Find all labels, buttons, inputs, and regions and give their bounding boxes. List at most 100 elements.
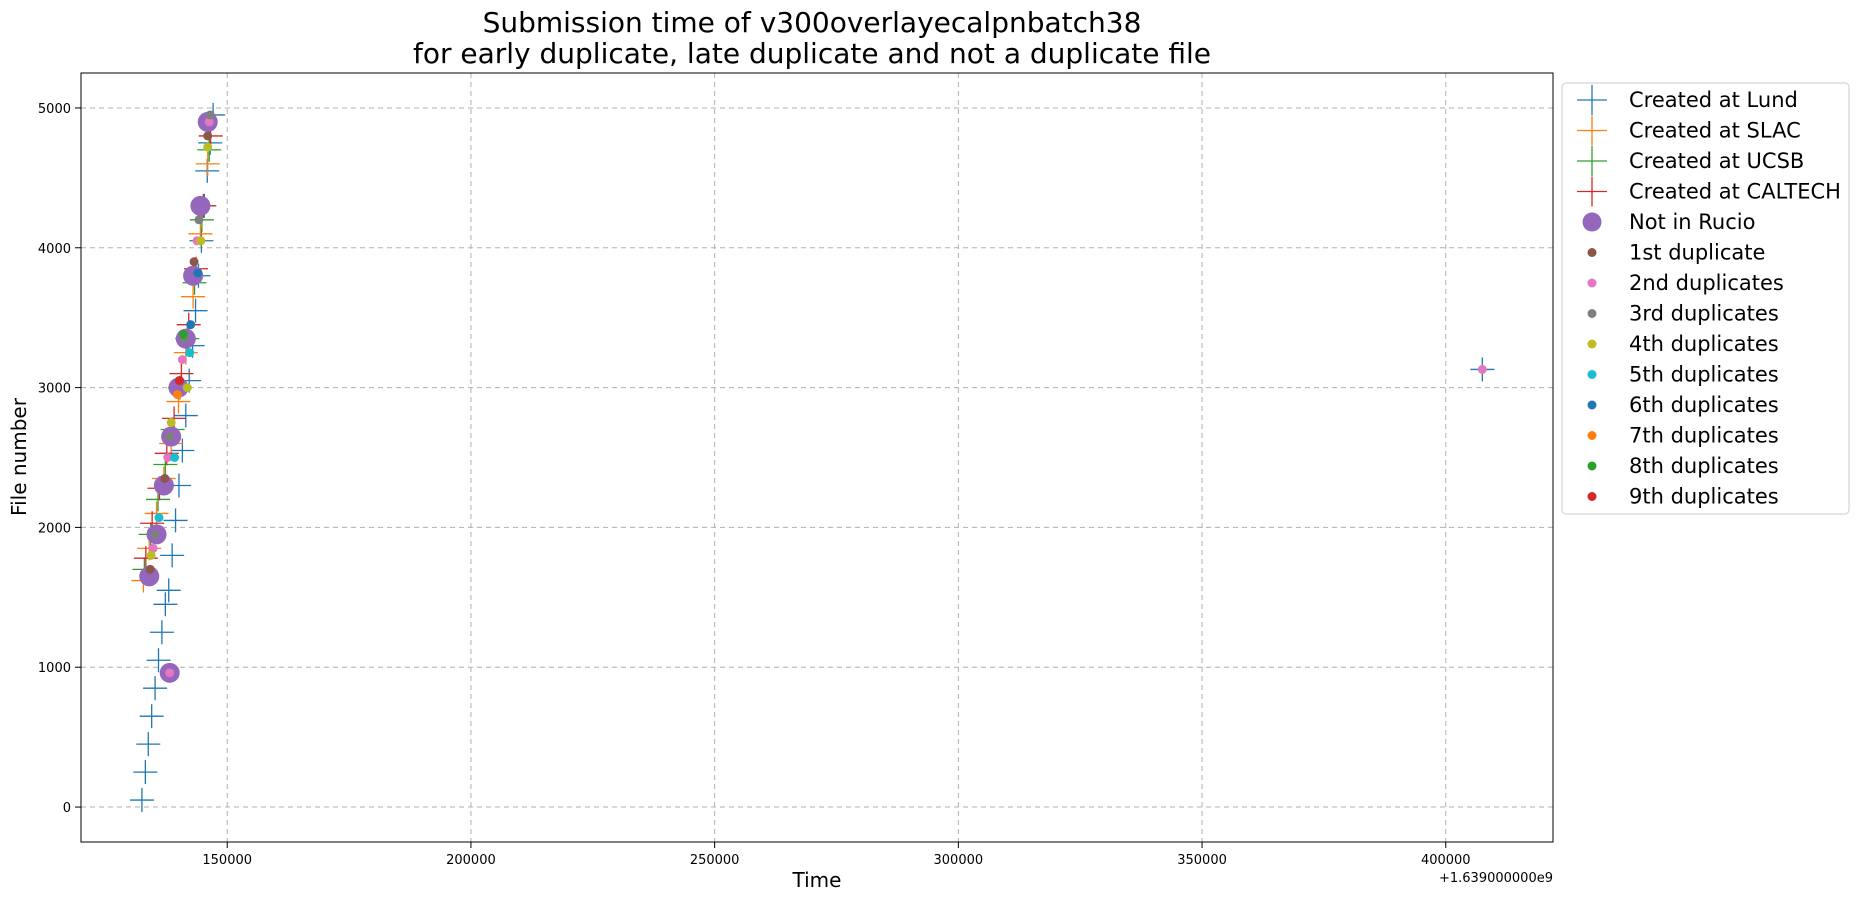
legend-entry: 2nd duplicates	[1587, 271, 1784, 295]
data-point	[162, 406, 187, 431]
chart-title: Submission time of v300overlayecalpnbatc…	[413, 6, 1211, 70]
data-point	[203, 142, 213, 152]
data-point	[160, 473, 170, 483]
y-tick-label: 4000	[38, 242, 71, 257]
data-point	[193, 268, 203, 278]
series-11	[186, 268, 203, 330]
data-point	[194, 215, 204, 225]
data-point	[185, 348, 195, 358]
x-axis-label: Time	[792, 868, 842, 892]
plot-frame	[80, 72, 1554, 843]
series-1	[129, 102, 1495, 813]
y-tick-label: 2000	[38, 521, 71, 536]
legend-entry: 7th duplicates	[1587, 424, 1779, 448]
x-tick-label: 250000	[690, 853, 740, 868]
y-tick-label: 3000	[38, 382, 71, 397]
data-point	[160, 543, 185, 568]
legend-marker	[1587, 370, 1597, 379]
series-10	[154, 348, 195, 523]
x-tick-label: 200000	[446, 853, 496, 868]
title-line-2: for early duplicate, late duplicate and …	[413, 37, 1211, 70]
legend-label: 6th duplicates	[1629, 393, 1779, 417]
data-point	[183, 298, 208, 323]
legend-entry: Created at CALTECH	[1577, 176, 1841, 207]
legend-label: 5th duplicates	[1629, 363, 1779, 387]
data-point	[177, 355, 187, 365]
data-point	[153, 592, 178, 617]
data-point	[204, 117, 214, 127]
x-tick-label: 350000	[1177, 853, 1227, 868]
legend-marker	[1587, 400, 1597, 410]
y-tick-label: 0	[63, 801, 71, 816]
data-point	[129, 788, 154, 813]
data-point	[143, 676, 168, 701]
legend-marker	[1577, 146, 1607, 176]
x-tick-label: 400000	[1421, 853, 1471, 868]
legend-label: 7th duplicates	[1629, 424, 1779, 448]
data-point	[165, 668, 175, 678]
data-point	[173, 390, 183, 400]
data-point	[136, 732, 161, 757]
legend-entry: Created at UCSB	[1577, 146, 1804, 176]
legend-entry: 3rd duplicates	[1587, 302, 1779, 326]
x-tick-label: 300000	[934, 853, 984, 868]
data-point	[146, 550, 156, 560]
legend-marker	[1587, 461, 1597, 471]
data-point	[163, 508, 188, 533]
series-4	[133, 123, 223, 571]
legend-marker	[1587, 309, 1597, 318]
data-point	[163, 453, 173, 462]
legend-marker	[1587, 431, 1597, 440]
data-point	[170, 453, 180, 462]
legend-label: Created at CALTECH	[1629, 180, 1841, 204]
legend-marker	[1577, 115, 1607, 146]
data-point	[195, 151, 220, 176]
data-point	[166, 418, 176, 428]
series-7	[148, 117, 1487, 678]
legend-entry: 5th duplicates	[1587, 363, 1779, 387]
legend-marker	[1577, 85, 1607, 115]
data-point	[203, 131, 213, 141]
legend-label: 4th duplicates	[1629, 332, 1779, 356]
legend-entry: 4th duplicates	[1587, 332, 1779, 356]
axis-ticks: 150000 200000 250000 300000 350000 400000 0 100…	[38, 102, 1471, 868]
data-point	[144, 501, 169, 526]
data-point	[205, 110, 215, 120]
data-point	[186, 320, 196, 330]
legend-label: 1st duplicate	[1629, 241, 1765, 265]
data-point	[174, 376, 184, 386]
series-14	[174, 376, 184, 386]
legend-marker	[1582, 212, 1602, 232]
data-point	[165, 432, 175, 442]
legend-label: 8th duplicates	[1629, 454, 1779, 478]
series-2	[131, 151, 220, 593]
data-point	[154, 513, 164, 523]
data-point	[173, 403, 198, 428]
data-point	[145, 564, 155, 574]
legend-label: Created at Lund	[1629, 88, 1798, 112]
legend-entry: Not in Rucio	[1582, 210, 1755, 234]
legend-frame	[1561, 82, 1850, 515]
legend-marker	[1587, 339, 1597, 349]
legend-entry: 6th duplicates	[1587, 393, 1779, 417]
data-point	[156, 578, 181, 603]
data-point	[150, 529, 160, 539]
legend-entry: 9th duplicates	[1587, 485, 1779, 509]
series-9	[146, 142, 213, 560]
series-13	[178, 329, 188, 339]
legend-label: Created at SLAC	[1629, 119, 1801, 143]
title-line-1: Submission time of v300overlayecalpnbatc…	[483, 6, 1142, 39]
legend-marker	[1577, 176, 1607, 207]
legend-label: 9th duplicates	[1629, 485, 1779, 509]
series-12	[173, 390, 183, 400]
legend-entry: 1st duplicate	[1587, 241, 1765, 265]
legend-marker	[1587, 248, 1597, 257]
legend-entry: Created at Lund	[1577, 85, 1798, 115]
legend-marker	[1587, 492, 1597, 501]
data-point	[190, 195, 211, 216]
data-point	[148, 543, 158, 553]
data-point	[133, 760, 158, 785]
legend-marker	[1587, 278, 1597, 288]
grid	[81, 73, 1553, 842]
